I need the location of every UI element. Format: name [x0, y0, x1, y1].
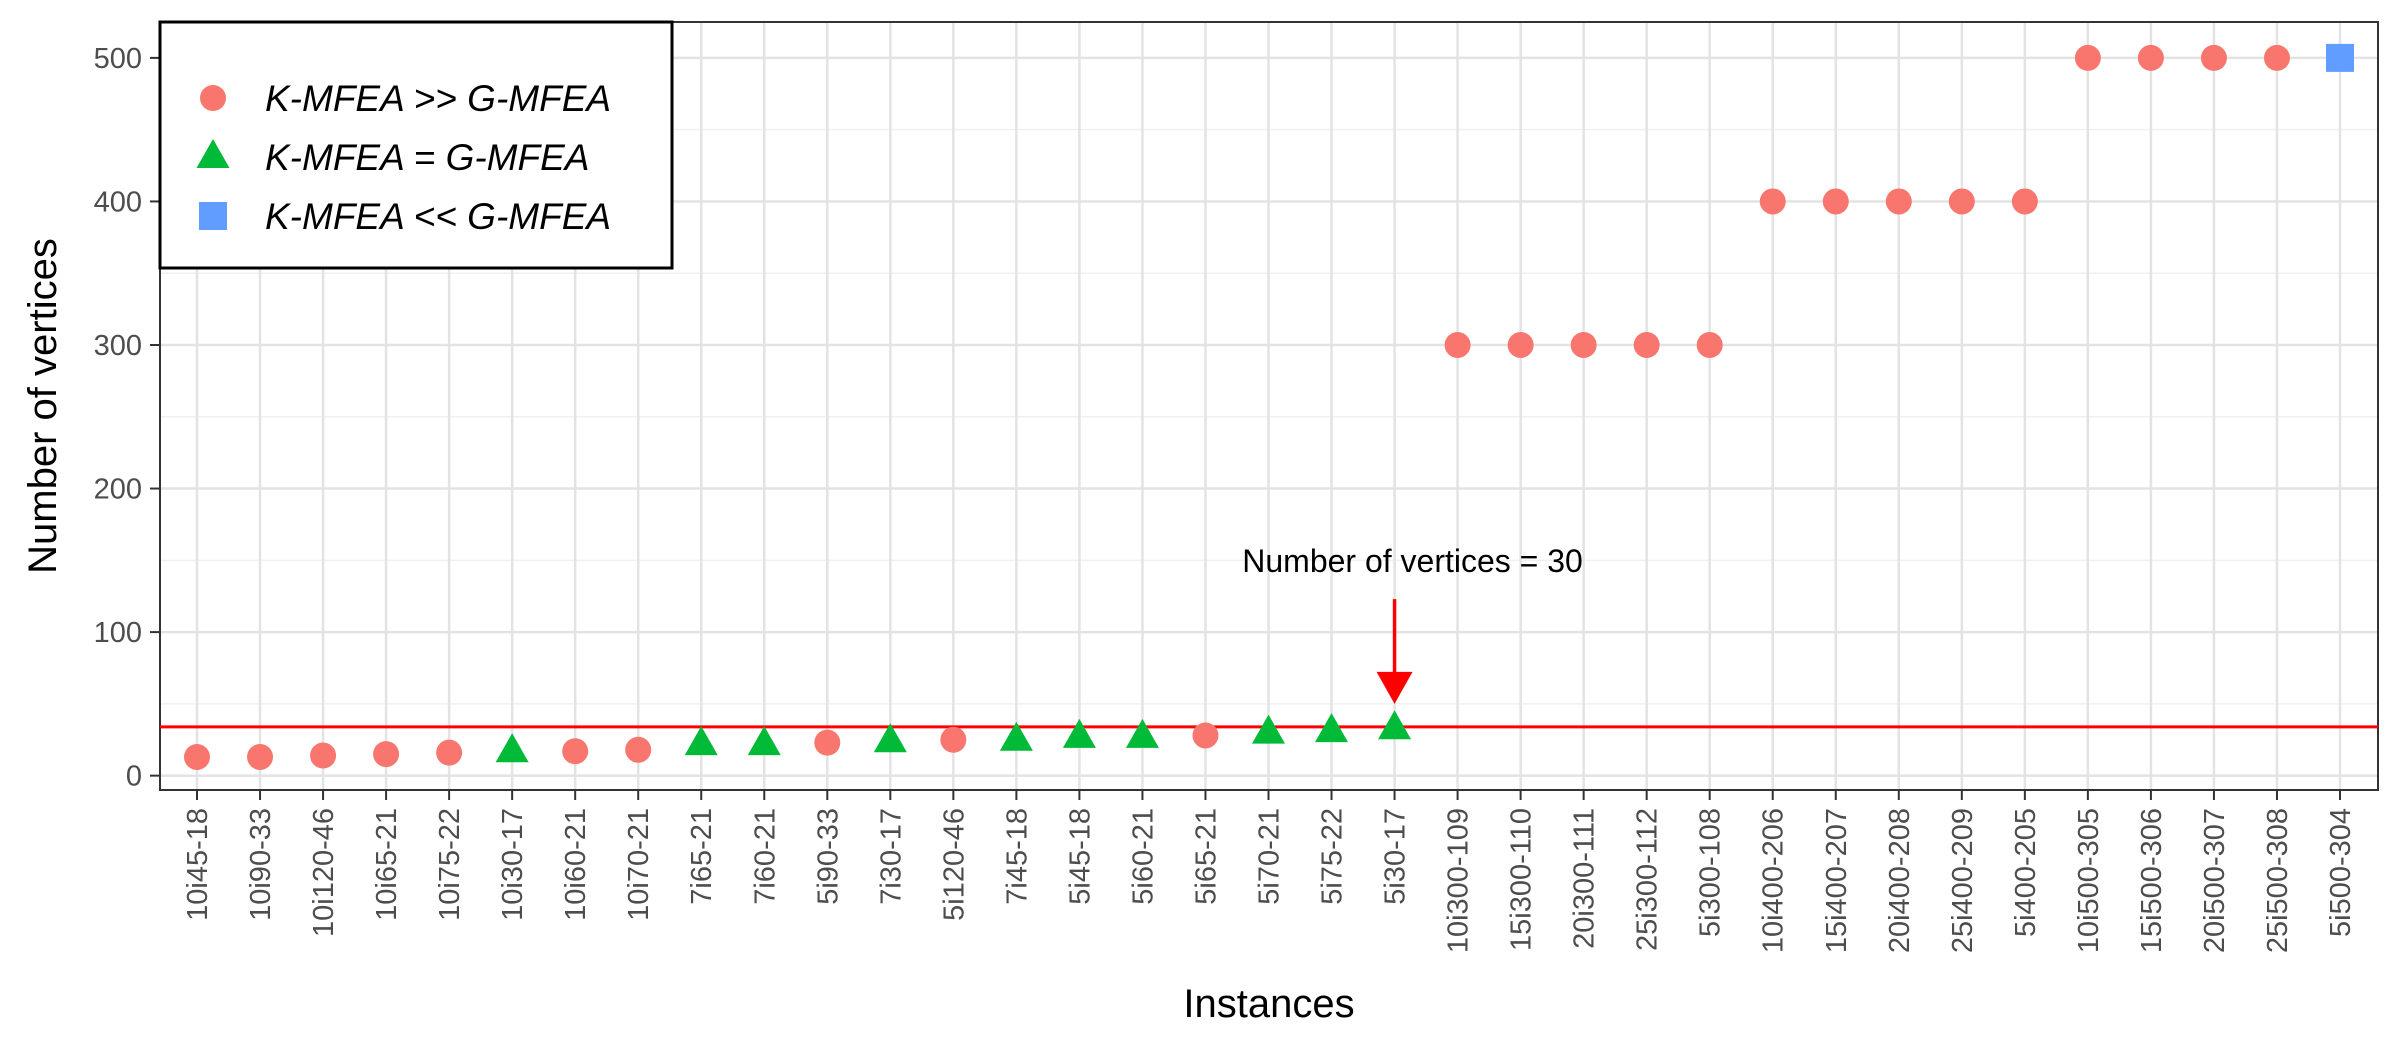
- legend-box: [158, 20, 674, 270]
- data-point: [747, 726, 781, 756]
- x-tick-label: 20i300-111: [1569, 808, 1601, 949]
- annotation-text: Number of vertices = 30: [1242, 543, 1583, 579]
- x-tick-label: 5i120-46: [938, 808, 970, 921]
- x-tick-label: 5i500-304: [2325, 808, 2357, 937]
- legend-label-much-better: K-MFEA >> G-MFEA: [265, 78, 611, 119]
- x-tick-label: 7i30-17: [875, 808, 907, 905]
- x-tick-label: 5i300-108: [1695, 808, 1727, 937]
- x-tick-label: 10i45-18: [182, 808, 214, 921]
- data-point: [1696, 331, 1723, 358]
- x-tick-label: 10i30-17: [497, 808, 529, 921]
- x-tick-label: 10i400-206: [1758, 808, 1790, 953]
- x-axis-title: Instances: [1183, 982, 1354, 1026]
- x-tick-label: 10i300-109: [1443, 808, 1475, 953]
- data-point: [1062, 718, 1096, 748]
- data-point: [1885, 188, 1912, 215]
- data-point: [2011, 188, 2038, 215]
- data-point: [1948, 188, 1975, 215]
- grid: [160, 22, 2378, 790]
- data-point: [2074, 44, 2101, 71]
- data-point: [999, 721, 1033, 751]
- x-tick-label: 5i400-205: [2010, 808, 2042, 937]
- data-point: [2326, 43, 2354, 72]
- x-tick-label: 10i120-46: [308, 808, 340, 937]
- data-point: [495, 733, 529, 763]
- y-tick-label: 200: [94, 474, 142, 506]
- data-point: [373, 741, 400, 768]
- data-point: [247, 743, 274, 770]
- legend-key: [196, 139, 230, 169]
- y-tick-label: 400: [94, 186, 142, 218]
- x-tick-label: 5i45-18: [1064, 808, 1096, 905]
- data-point: [436, 739, 463, 766]
- data-point: [562, 738, 589, 765]
- data-point: [1822, 188, 1849, 215]
- x-tick-label: 10i65-21: [371, 808, 403, 921]
- data-point: [940, 726, 967, 753]
- data-point: [625, 736, 652, 763]
- y-tick-label: 100: [94, 617, 142, 649]
- x-tick-label: 5i65-21: [1190, 808, 1222, 905]
- x-tick-label: 7i45-18: [1001, 808, 1033, 905]
- x-tick-label: 25i400-209: [1947, 808, 1979, 953]
- y-tick-label: 300: [94, 330, 142, 362]
- x-tick-label: 7i60-21: [749, 808, 781, 905]
- x-tick-label: 15i300-110: [1506, 808, 1538, 951]
- data-point: [1759, 188, 1786, 215]
- data-point: [310, 742, 337, 769]
- data-point: [2200, 44, 2227, 71]
- x-tick-label: 7i65-21: [686, 808, 718, 905]
- legend-label-equal: K-MFEA = G-MFEA: [265, 137, 589, 178]
- x-tick-label: 10i70-21: [623, 808, 655, 921]
- legend-key: [199, 202, 227, 230]
- legend-label-much-worse: K-MFEA << G-MFEA: [265, 196, 611, 237]
- data-point: [1507, 331, 1534, 358]
- x-tick-label: 5i60-21: [1127, 808, 1159, 905]
- x-tick-label: 10i500-305: [2073, 808, 2105, 953]
- annotation: Number of vertices = 30: [1242, 543, 1583, 704]
- data-point: [2263, 44, 2290, 71]
- x-tick-label: 10i75-22: [434, 808, 466, 921]
- x-tick-label: 20i500-307: [2199, 808, 2231, 953]
- data-point: [184, 743, 210, 770]
- data-point: [2137, 44, 2164, 71]
- y-tick-label: 0: [126, 761, 142, 793]
- y-axis-title: Number of vertices: [21, 238, 65, 574]
- x-tick-label: 5i70-21: [1254, 808, 1286, 905]
- x-tick-label: 15i500-306: [2136, 808, 2168, 953]
- y-tick-label: 500: [94, 43, 142, 75]
- data-point: [1125, 718, 1159, 748]
- data-point: [873, 723, 907, 753]
- data-point: [684, 726, 718, 756]
- x-tick-label: 5i75-22: [1317, 808, 1349, 905]
- x-tick-label: 25i300-112: [1632, 808, 1664, 951]
- x-tick-label: 25i500-308: [2262, 808, 2294, 953]
- x-tick-label: 20i400-208: [1884, 808, 1916, 953]
- data-point: [1192, 722, 1219, 749]
- annotation-arrow-head: [1376, 671, 1413, 704]
- legend-key: [200, 85, 226, 111]
- data-point: [1444, 331, 1471, 358]
- x-tick-label: 5i30-17: [1380, 808, 1412, 905]
- data-point: [1378, 710, 1412, 740]
- data-points: [184, 43, 2354, 770]
- axes: 0 100 200 300 400 500 10i45-18 10i90-33 10i120-4…: [94, 43, 2357, 953]
- x-tick-label: 15i400-207: [1821, 808, 1853, 953]
- data-point: [1570, 331, 1597, 358]
- data-point: [814, 729, 841, 756]
- data-point: [1633, 331, 1660, 358]
- data-point: [1252, 714, 1285, 744]
- x-tick-label: 5i90-33: [812, 808, 844, 905]
- legend: K-MFEA >> G-MFEA K-MFEA = G-MFEA K-MFEA …: [158, 20, 674, 270]
- x-tick-label: 10i90-33: [245, 808, 277, 921]
- x-tick-label: 10i60-21: [560, 808, 592, 921]
- data-point: [1315, 713, 1349, 743]
